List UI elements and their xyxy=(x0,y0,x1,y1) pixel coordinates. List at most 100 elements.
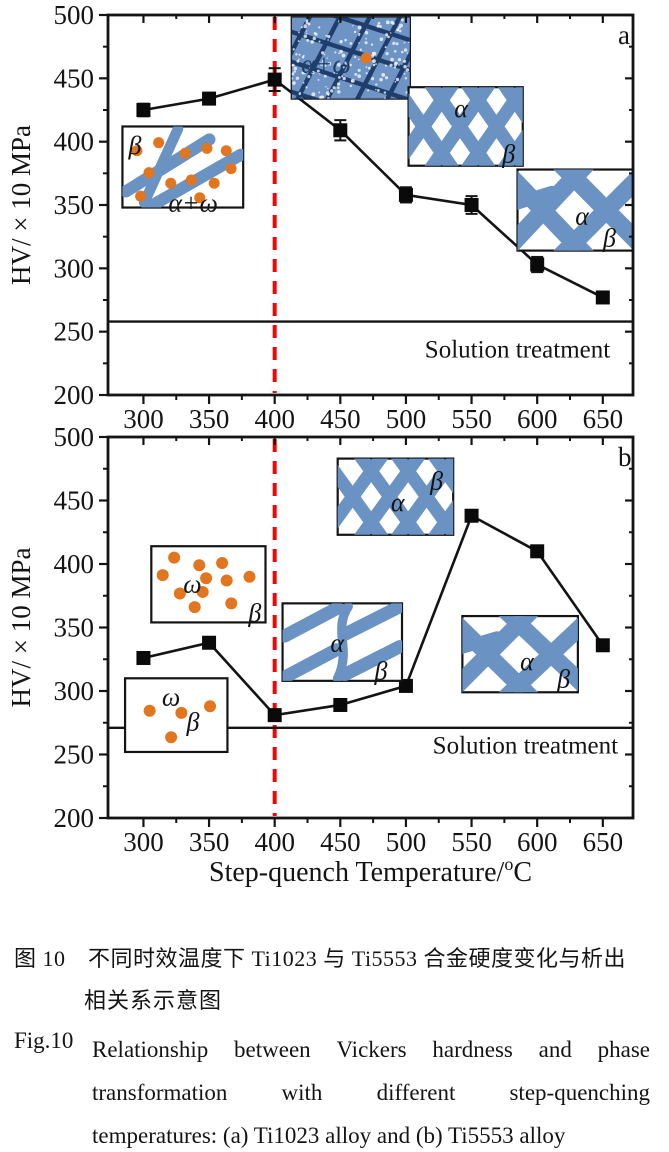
y-axis-label: HV/ × 10 MPa xyxy=(6,125,36,285)
y-tick-label: 500 xyxy=(54,0,95,30)
panel-label-a: a xyxy=(618,20,630,50)
data-point xyxy=(136,650,151,665)
inset-art xyxy=(156,551,256,614)
y-tick-label: 300 xyxy=(54,676,95,706)
axis-ticks xyxy=(99,435,633,827)
inset-art xyxy=(462,616,578,693)
inset-phase-label: α+ω xyxy=(301,50,351,79)
data-point xyxy=(267,72,282,87)
inset-art xyxy=(291,17,410,99)
panel-label-b: b xyxy=(618,442,632,472)
inset-phase-label: β xyxy=(127,131,141,160)
y-tick-label: 400 xyxy=(54,549,95,579)
inset-phase-label: β xyxy=(501,140,515,169)
data-point xyxy=(267,708,282,723)
x-tick-label: 600 xyxy=(517,827,558,857)
y-axis-label: HV/ × 10 MPa xyxy=(6,547,36,707)
solution-treatment-label: Solution treatment xyxy=(433,733,618,760)
inset-b-streaks-alpha-beta: αβ xyxy=(281,602,404,686)
y-tick-label: 350 xyxy=(54,190,95,220)
y-tick-label: 300 xyxy=(54,253,95,283)
inset-phase-label: ω xyxy=(183,569,201,598)
x-tick-label: 600 xyxy=(517,404,558,434)
data-point xyxy=(464,508,479,523)
x-tick-label: 400 xyxy=(254,404,295,434)
caption-en-line: transformation with different step-quenchin… xyxy=(92,1080,650,1105)
data-point xyxy=(530,544,545,559)
x-tick-label: 450 xyxy=(320,827,361,857)
inset-phase-label: α+ω xyxy=(168,188,218,217)
inset-art xyxy=(517,169,633,251)
x-tick-label: 550 xyxy=(451,827,492,857)
inset-art xyxy=(143,700,217,744)
inset-phase-label: β xyxy=(429,466,443,495)
inset-b-omega-dots-many: ωβ xyxy=(150,545,267,627)
inset-art xyxy=(337,458,454,535)
inset-b-omega-dots-few: ωβ xyxy=(123,677,229,754)
x-axis-title: Step-quench Temperature/oC xyxy=(209,854,532,888)
x-tick-label: 650 xyxy=(583,827,624,857)
inset-a-beta-alpha-omega: β α+ω xyxy=(121,125,245,217)
solution-treatment-label: Solution treatment xyxy=(425,336,610,363)
x-tick-label: 500 xyxy=(386,404,427,434)
hardness-series-line xyxy=(143,78,604,299)
data-point xyxy=(136,103,151,117)
y-tick-label: 400 xyxy=(54,127,95,157)
x-tick-label: 500 xyxy=(386,827,427,857)
data-point xyxy=(595,638,610,653)
inset-a-lattice-alpha-beta: αβ xyxy=(407,86,524,169)
x-tick-label: 650 xyxy=(583,404,624,434)
y-tick-label: 450 xyxy=(54,486,95,516)
x-tick-label: 550 xyxy=(451,404,492,434)
data-point xyxy=(333,123,348,138)
inset-phase-label: β xyxy=(374,657,388,686)
x-tick-label: 400 xyxy=(254,827,295,857)
inset-phase-label: α xyxy=(520,647,535,676)
y-tick-label: 200 xyxy=(54,803,95,833)
inset-phase-label: α xyxy=(391,488,406,517)
inset-a-dense-alpha-omega: α+ω xyxy=(290,16,411,100)
inset-art xyxy=(408,87,523,166)
inset-art xyxy=(122,126,244,208)
data-point xyxy=(333,697,348,712)
inset-b-bigx-alpha-beta: αβ xyxy=(461,614,579,694)
x-tick-label: 300 xyxy=(123,404,164,434)
inset-phase-label: α xyxy=(330,629,345,658)
caption-en-line: Relationship between Vickers hardness and pha… xyxy=(92,1037,650,1062)
caption-zh-line2: 相关系示意图 xyxy=(84,988,223,1013)
data-point xyxy=(530,257,545,272)
inset-a-bigx-alpha-beta: αβ xyxy=(516,168,635,252)
data-point xyxy=(398,187,413,202)
caption-zh-line1: 图 10 不同时效温度下 Ti1023 与 Ti5553 合金硬度变化与析出 xyxy=(14,946,627,971)
x-tick-label: 350 xyxy=(189,404,230,434)
y-tick-label: 350 xyxy=(54,613,95,643)
data-point xyxy=(464,198,479,212)
inset-phase-label: ω xyxy=(162,682,180,711)
data-point xyxy=(595,290,610,305)
inset-phase-label: β xyxy=(602,223,616,252)
x-tick-label: 300 xyxy=(123,827,164,857)
data-point xyxy=(398,678,413,693)
inset-phase-label: α xyxy=(454,94,469,123)
data-point xyxy=(202,91,217,106)
inset-art xyxy=(282,603,402,681)
inset-phase-label: α xyxy=(575,202,590,231)
inset-phase-label: β xyxy=(185,707,199,736)
hardness-series-line xyxy=(143,513,604,717)
data-point xyxy=(202,635,217,650)
y-tick-label: 450 xyxy=(54,63,95,93)
axis-ticks xyxy=(99,13,633,404)
caption-en-text: Relationship between Vickers hardness and pha… xyxy=(92,1028,650,1152)
caption-en-line: temperatures: (a) Ti1023 alloy and (b) T… xyxy=(92,1123,566,1148)
y-tick-label: 250 xyxy=(54,740,95,770)
x-tick-label: 450 xyxy=(320,404,361,434)
y-tick-label: 500 xyxy=(54,422,95,452)
inset-phase-label: β xyxy=(247,598,261,627)
x-tick-label: 350 xyxy=(189,827,230,857)
inset-b-lattice-alpha-beta: αβ xyxy=(336,457,455,536)
caption-fig-number: Fig.10 xyxy=(14,1028,74,1053)
